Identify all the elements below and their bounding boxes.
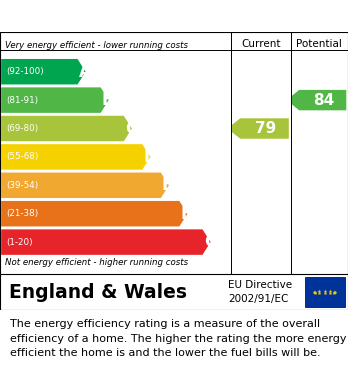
Text: A: A	[79, 63, 92, 81]
Text: F: F	[181, 205, 192, 223]
Polygon shape	[1, 230, 211, 255]
Text: (39-54): (39-54)	[6, 181, 38, 190]
Polygon shape	[1, 59, 86, 84]
Polygon shape	[1, 116, 132, 141]
Text: EU Directive
2002/91/EC: EU Directive 2002/91/EC	[228, 280, 292, 304]
Text: (1-20): (1-20)	[6, 238, 32, 247]
Text: Potential: Potential	[296, 39, 342, 49]
Polygon shape	[1, 172, 169, 198]
Text: (69-80): (69-80)	[6, 124, 38, 133]
Text: (55-68): (55-68)	[6, 152, 38, 161]
Text: C: C	[125, 120, 137, 138]
Text: E: E	[162, 176, 173, 194]
Text: (21-38): (21-38)	[6, 209, 38, 218]
Text: G: G	[204, 233, 218, 251]
Polygon shape	[1, 144, 150, 170]
Text: Current: Current	[241, 39, 281, 49]
Text: Very energy efficient - lower running costs: Very energy efficient - lower running co…	[5, 41, 188, 50]
Text: The energy efficiency rating is a measure of the overall efficiency of a home. T: The energy efficiency rating is a measur…	[10, 319, 347, 358]
Polygon shape	[1, 201, 188, 226]
Text: (92-100): (92-100)	[6, 67, 44, 76]
Text: D: D	[143, 148, 157, 166]
Text: 84: 84	[313, 93, 334, 108]
Polygon shape	[1, 87, 109, 113]
Text: B: B	[102, 91, 114, 109]
Polygon shape	[227, 118, 289, 139]
Text: 79: 79	[255, 121, 276, 136]
Text: England & Wales: England & Wales	[9, 283, 187, 301]
Text: Not energy efficient - higher running costs: Not energy efficient - higher running co…	[5, 258, 188, 267]
Bar	[304, 277, 345, 307]
Text: Energy Efficiency Rating: Energy Efficiency Rating	[54, 7, 294, 25]
Polygon shape	[286, 90, 346, 110]
Text: (81-91): (81-91)	[6, 96, 38, 105]
